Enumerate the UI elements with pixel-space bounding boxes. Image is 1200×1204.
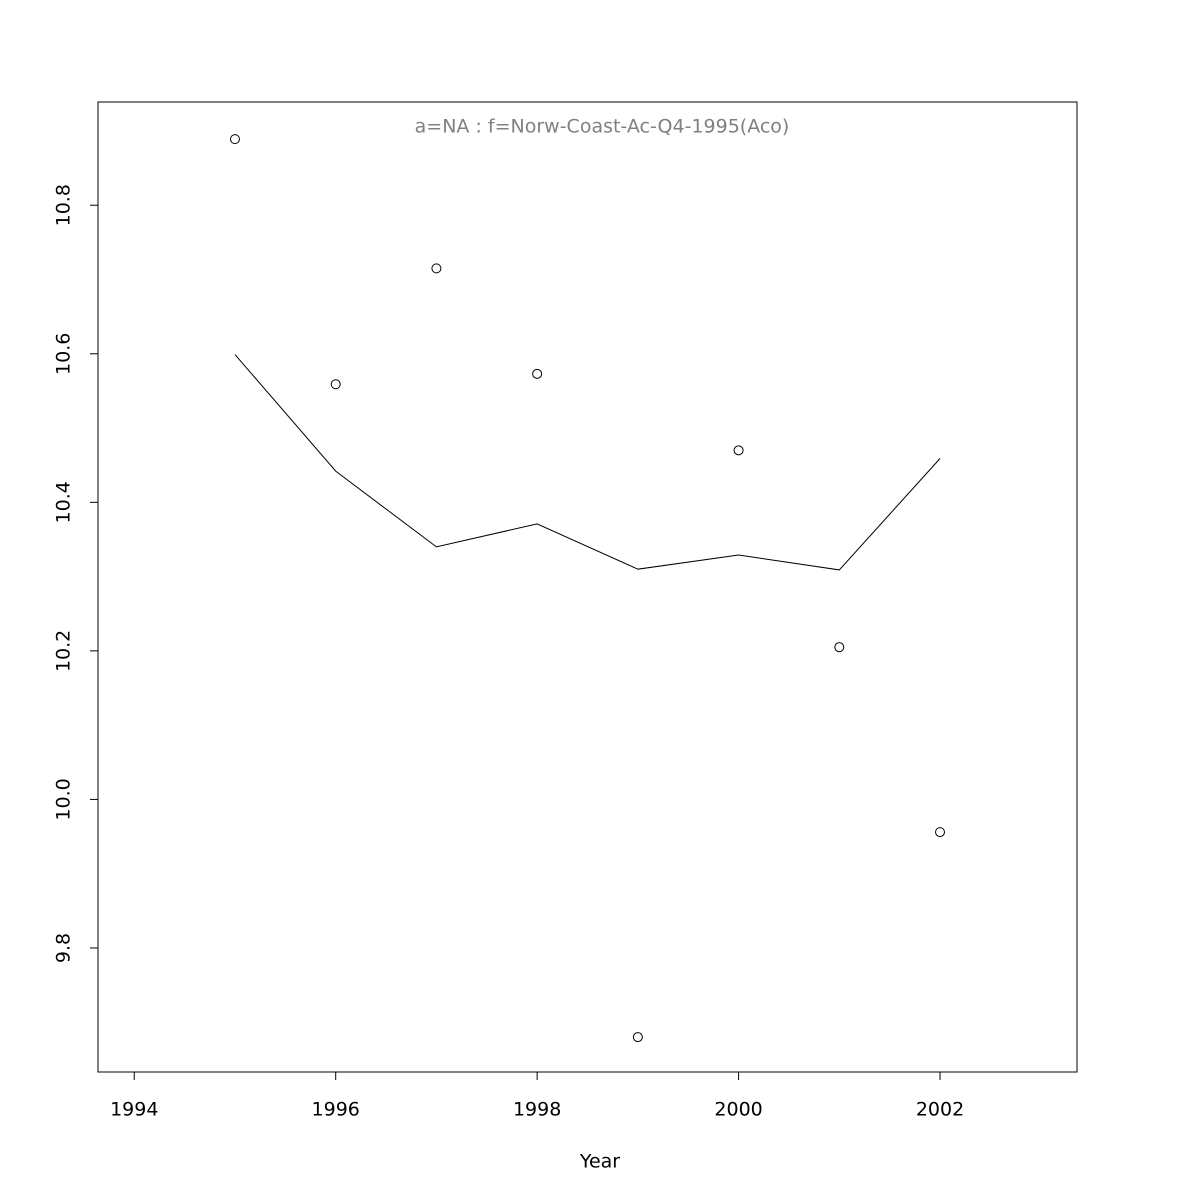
y-tick-label: 10.4 bbox=[53, 481, 75, 523]
y-tick-label: 10.6 bbox=[53, 333, 75, 375]
point bbox=[733, 445, 744, 456]
point bbox=[229, 134, 240, 145]
x-tick-label: 2002 bbox=[916, 1099, 964, 1121]
point bbox=[532, 368, 543, 379]
x-tick-label: 1996 bbox=[312, 1099, 360, 1121]
y-tick-label: 10.8 bbox=[53, 184, 75, 226]
point bbox=[330, 379, 341, 390]
y-tick-label: 10.2 bbox=[53, 630, 75, 672]
point bbox=[632, 1032, 643, 1043]
plot-frame bbox=[97, 101, 1078, 1073]
point bbox=[935, 827, 946, 838]
chart-title: a=NA : f=Norw-Coast-Ac-Q4-1995(Aco) bbox=[415, 116, 790, 138]
point bbox=[431, 263, 442, 274]
line bbox=[234, 354, 941, 571]
x-axis-label: Year bbox=[579, 1151, 620, 1173]
y-tick-label: 9.8 bbox=[53, 933, 75, 963]
x-tick-label: 1994 bbox=[110, 1099, 158, 1121]
x-tick-label: 1998 bbox=[513, 1099, 561, 1121]
point bbox=[834, 642, 845, 653]
y-tick-label: 10.0 bbox=[53, 778, 75, 820]
x-tick-label: 2000 bbox=[714, 1099, 762, 1121]
